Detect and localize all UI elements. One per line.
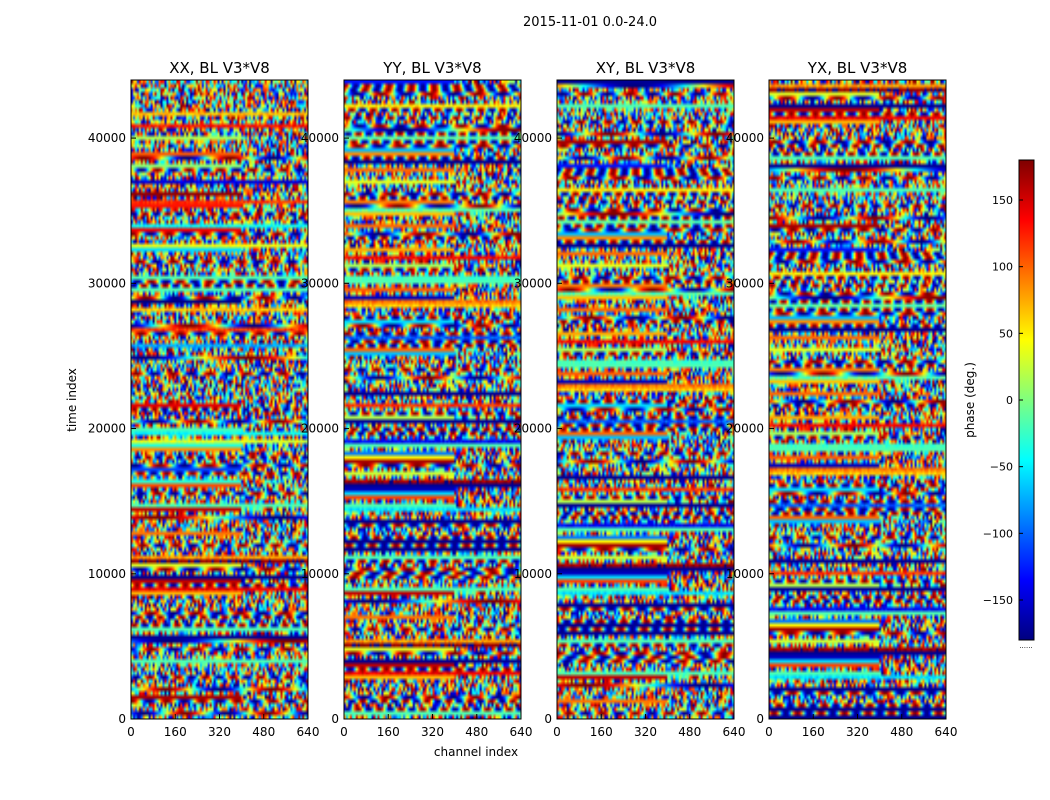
y-tick-label: 0 bbox=[756, 712, 764, 726]
colorbar-tick-label: 150 bbox=[992, 194, 1013, 207]
x-tick-label: 160 bbox=[164, 725, 187, 739]
colorbar-label: phase (deg.) bbox=[963, 362, 977, 438]
colorbar-tick-label: −150 bbox=[983, 594, 1013, 607]
colorbar-footnote: ...... bbox=[1019, 642, 1032, 650]
panel-title-2: YY, BL V3*V8 bbox=[382, 59, 481, 77]
y-tick-label: 20000 bbox=[726, 422, 764, 436]
x-tick-label: 320 bbox=[421, 725, 444, 739]
x-tick-label: 480 bbox=[465, 725, 488, 739]
x-tick-label: 160 bbox=[590, 725, 613, 739]
panel-title-3: XY, BL V3*V8 bbox=[596, 59, 696, 77]
x-tick-label: 160 bbox=[377, 725, 400, 739]
x-tick-label: 640 bbox=[510, 725, 533, 739]
figure-suptitle: 2015-11-01 0.0-24.0 bbox=[523, 15, 657, 30]
x-tick-label: 0 bbox=[340, 725, 348, 739]
heatmap-image-3 bbox=[557, 80, 734, 719]
y-tick-label: 0 bbox=[331, 712, 339, 726]
colorbar-tick-label: −50 bbox=[990, 461, 1013, 474]
colorbar-tick-label: 100 bbox=[992, 261, 1013, 274]
panel-1: XX, BL V3*V8 0 160 320 480 640 0 10000 20000 3000… bbox=[88, 59, 320, 739]
y-tick-label: 40000 bbox=[301, 131, 339, 145]
y-tick-label: 0 bbox=[118, 712, 126, 726]
x-tick-label: 640 bbox=[935, 725, 958, 739]
y-tick-label: 20000 bbox=[301, 422, 339, 436]
y-tick-label: 10000 bbox=[88, 567, 126, 581]
x-axis-label: channel index bbox=[434, 745, 518, 759]
y-tick-label: 20000 bbox=[514, 422, 552, 436]
y-tick-label: 10000 bbox=[726, 567, 764, 581]
y-tick-label: 30000 bbox=[301, 276, 339, 290]
heatmap-image-1 bbox=[131, 80, 308, 719]
colorbar-tick-label: −100 bbox=[983, 527, 1013, 540]
panel-3: XY, BL V3*V8 0 160 320 480 640 0 10000 20000 3000… bbox=[514, 59, 746, 739]
panel-4: YX, BL V3*V8 0 160 320 480 640 0 10000 20000 3000… bbox=[726, 59, 958, 739]
x-tick-label: 320 bbox=[634, 725, 657, 739]
x-tick-label: 320 bbox=[208, 725, 231, 739]
y-axis-label: time index bbox=[65, 368, 79, 432]
x-tick-label: 480 bbox=[252, 725, 275, 739]
panel-title-4: YX, BL V3*V8 bbox=[807, 59, 908, 77]
x-tick-label: 0 bbox=[127, 725, 135, 739]
y-tick-label: 10000 bbox=[514, 567, 552, 581]
x-tick-label: 640 bbox=[723, 725, 746, 739]
colorbar: 150 100 50 0 −50 −100 −150 phase (deg.) ...... bbox=[963, 159, 1035, 650]
colorbar-tick-label: 0 bbox=[1006, 394, 1013, 407]
x-tick-label: 0 bbox=[553, 725, 561, 739]
y-tick-label: 30000 bbox=[726, 276, 764, 290]
colorbar-tick-label: 50 bbox=[999, 327, 1013, 340]
y-tick-label: 20000 bbox=[88, 422, 126, 436]
heatmap-image-2 bbox=[344, 80, 521, 719]
x-tick-label: 480 bbox=[890, 725, 913, 739]
y-tick-label: 10000 bbox=[301, 567, 339, 581]
x-tick-label: 320 bbox=[846, 725, 869, 739]
panel-title-1: XX, BL V3*V8 bbox=[169, 59, 270, 77]
heatmap-image-4 bbox=[769, 80, 946, 719]
x-tick-label: 480 bbox=[678, 725, 701, 739]
x-tick-label: 0 bbox=[765, 725, 773, 739]
y-tick-label: 40000 bbox=[514, 131, 552, 145]
x-tick-label: 160 bbox=[802, 725, 825, 739]
panel-2: YY, BL V3*V8 0 160 320 480 640 0 10000 20000 3000… bbox=[301, 59, 533, 739]
y-tick-label: 30000 bbox=[88, 276, 126, 290]
x-tick-label: 640 bbox=[297, 725, 320, 739]
y-tick-label: 40000 bbox=[726, 131, 764, 145]
y-tick-label: 0 bbox=[544, 712, 552, 726]
y-tick-label: 30000 bbox=[514, 276, 552, 290]
y-tick-label: 40000 bbox=[88, 131, 126, 145]
